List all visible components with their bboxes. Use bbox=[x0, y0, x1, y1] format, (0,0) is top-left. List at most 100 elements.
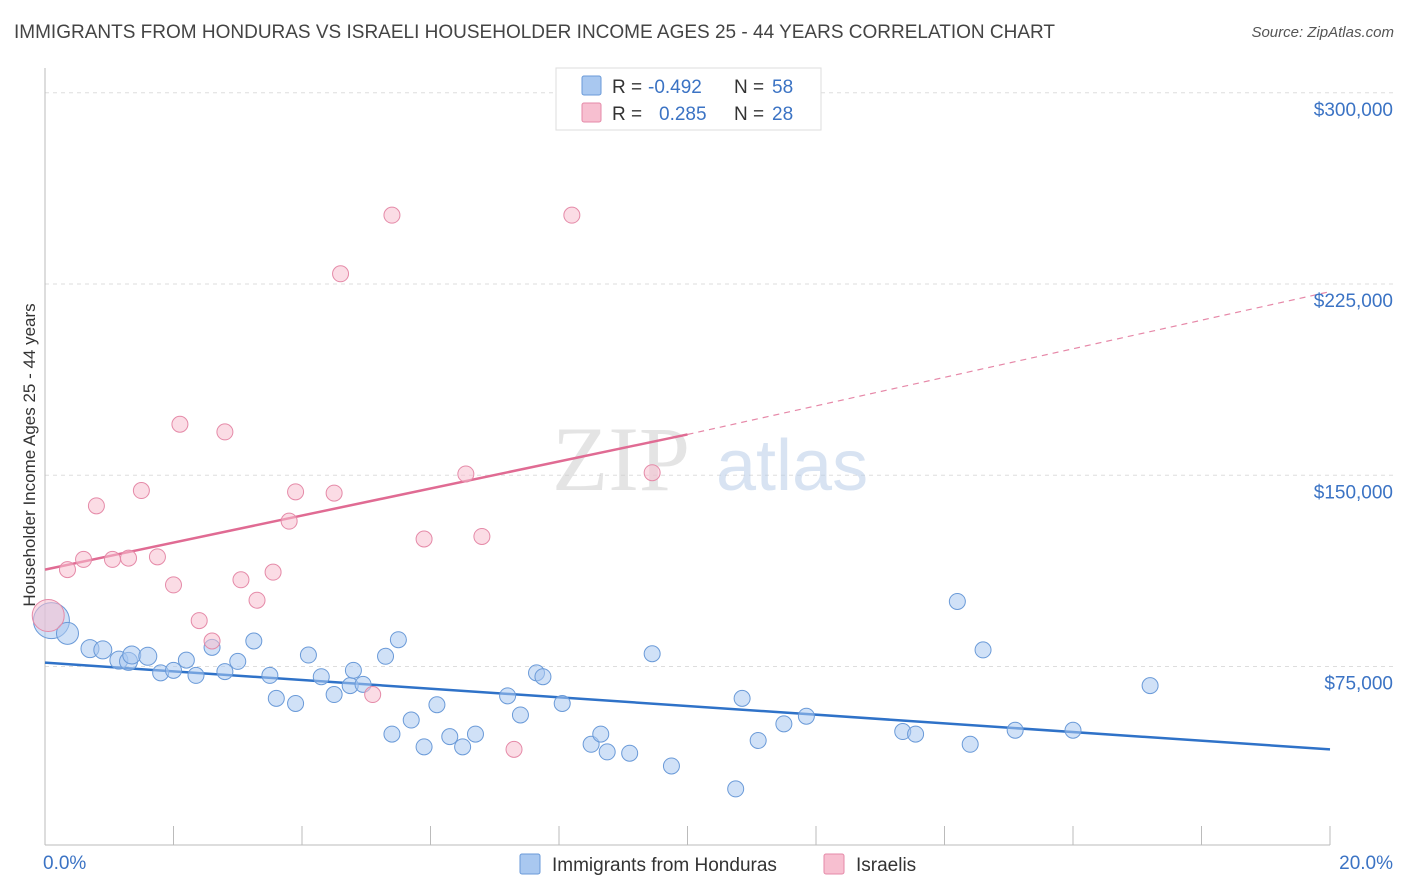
data-point bbox=[1006, 721, 1024, 739]
y-tick-label: $150,000 bbox=[1314, 482, 1393, 503]
tick-labels: $75,000 $150,000 $225,000 $300,000 0.0% 20.0% bbox=[43, 100, 1393, 874]
data-point bbox=[974, 641, 992, 659]
y-tick-label: $225,000 bbox=[1314, 291, 1393, 312]
data-point bbox=[775, 715, 793, 733]
data-point bbox=[267, 689, 285, 707]
legend-n-value-israelis: 28 bbox=[772, 104, 793, 125]
data-point bbox=[383, 725, 401, 743]
data-point bbox=[103, 550, 121, 568]
x-tick-label: 20.0% bbox=[1339, 853, 1393, 874]
legend-bottom-label-israelis: Israelis bbox=[856, 855, 916, 876]
data-point bbox=[216, 423, 234, 441]
data-point bbox=[441, 728, 459, 746]
data-point bbox=[216, 663, 234, 681]
trend-lines bbox=[44, 291, 1331, 751]
data-point bbox=[177, 651, 195, 669]
data-point bbox=[31, 599, 65, 632]
data-point bbox=[122, 645, 142, 665]
data-point bbox=[797, 707, 815, 725]
data-point bbox=[299, 646, 317, 664]
data-point bbox=[138, 646, 158, 666]
data-point bbox=[499, 687, 517, 705]
data-point bbox=[1064, 721, 1082, 739]
data-point bbox=[428, 696, 446, 714]
legend-r-value-honduras: -0.492 bbox=[648, 77, 702, 98]
legend-swatch-israelis bbox=[581, 102, 602, 123]
data-point bbox=[245, 632, 263, 650]
legend-bottom-swatch-honduras bbox=[519, 853, 541, 875]
data-point bbox=[643, 464, 661, 482]
legend-n-label-honduras: N = bbox=[734, 77, 764, 98]
data-point bbox=[229, 652, 247, 670]
data-point bbox=[325, 686, 343, 704]
trend-line-extension bbox=[687, 291, 1331, 436]
data-point bbox=[120, 549, 138, 567]
data-point bbox=[171, 415, 189, 433]
data-point bbox=[148, 548, 166, 566]
data-point bbox=[1141, 677, 1159, 695]
data-point bbox=[948, 592, 966, 610]
data-point bbox=[248, 591, 266, 609]
axes bbox=[44, 68, 1331, 846]
data-point bbox=[534, 668, 552, 686]
data-point bbox=[907, 725, 925, 743]
legend-r-label-israelis: R = bbox=[612, 104, 642, 125]
data-point bbox=[553, 694, 571, 712]
data-point bbox=[457, 465, 475, 483]
data-point bbox=[749, 731, 767, 749]
data-point bbox=[727, 780, 745, 798]
data-point bbox=[961, 735, 979, 753]
data-point bbox=[621, 744, 639, 762]
data-point bbox=[332, 265, 350, 283]
data-point bbox=[87, 497, 105, 515]
data-point bbox=[402, 711, 420, 729]
chart-title: IMMIGRANTS FROM HONDURAS VS ISRAELI HOUS… bbox=[14, 22, 1055, 43]
data-point bbox=[203, 632, 221, 650]
data-point bbox=[563, 206, 581, 224]
data-point bbox=[93, 640, 113, 660]
data-point bbox=[264, 563, 282, 581]
data-point bbox=[325, 484, 343, 502]
data-point bbox=[312, 668, 330, 686]
data-point bbox=[187, 666, 205, 684]
data-point bbox=[511, 706, 529, 724]
x-tick-label: 0.0% bbox=[43, 853, 86, 874]
data-point bbox=[473, 527, 491, 545]
y-axis-label: Householder Income Ages 25 - 44 years bbox=[20, 303, 39, 606]
data-point bbox=[58, 561, 76, 579]
data-point bbox=[261, 666, 279, 684]
legend-top: R = -0.492 N = 58 R = 0.285 N = 28 bbox=[555, 67, 822, 131]
trend-line bbox=[44, 661, 1331, 751]
legend-bottom-label-honduras: Immigrants from Honduras bbox=[552, 855, 777, 876]
data-point bbox=[377, 647, 395, 665]
legend-swatch-honduras bbox=[581, 75, 602, 96]
source-label: Source: ZipAtlas.com bbox=[1251, 24, 1394, 41]
y-tick-label: $300,000 bbox=[1314, 100, 1393, 121]
data-point bbox=[287, 483, 305, 501]
data-point bbox=[466, 725, 484, 743]
y-tick-label: $75,000 bbox=[1324, 674, 1393, 695]
data-point bbox=[364, 686, 382, 704]
legend-bottom-swatch-israelis bbox=[823, 853, 845, 875]
data-point bbox=[344, 661, 362, 679]
trend-line bbox=[44, 433, 688, 571]
data-point bbox=[287, 694, 305, 712]
data-point bbox=[415, 738, 433, 756]
legend-r-value-israelis: 0.285 bbox=[659, 104, 707, 125]
data-point bbox=[280, 512, 298, 530]
data-point bbox=[232, 571, 250, 589]
data-point bbox=[165, 661, 182, 679]
legend-r-label-honduras: R = bbox=[612, 77, 642, 98]
data-point bbox=[165, 576, 182, 594]
data-point bbox=[598, 743, 616, 761]
data-point bbox=[505, 740, 523, 758]
data-point bbox=[55, 621, 79, 645]
data-point bbox=[662, 757, 680, 775]
data-point bbox=[592, 725, 610, 743]
legend-bottom: Immigrants from Honduras Israelis bbox=[519, 853, 916, 876]
data-point bbox=[75, 550, 93, 568]
data-point bbox=[383, 206, 401, 224]
data-point bbox=[389, 631, 407, 649]
data-point bbox=[733, 689, 751, 707]
